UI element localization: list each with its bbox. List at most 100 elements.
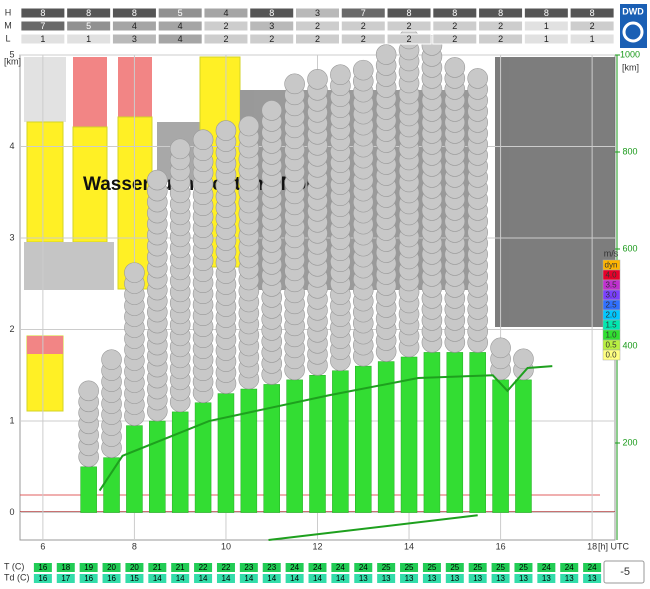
layer [27, 336, 63, 354]
surface-value: 22 [222, 563, 231, 572]
logo-swirl [622, 21, 644, 43]
surface-value: 25 [496, 563, 505, 572]
surface-value: 14 [153, 574, 162, 583]
cloud-cover-cell [340, 20, 386, 32]
y-tick-label: 2 [9, 324, 14, 334]
cloud-cover-value: 2 [361, 34, 366, 44]
cloud-cover-value: 1 [86, 34, 91, 44]
y-axis-label: [km] [4, 56, 21, 66]
surface-cell [102, 574, 121, 583]
cloud-cover-cell [432, 7, 478, 19]
surface-value: 17 [61, 574, 70, 583]
y-tick-label: 3 [9, 232, 14, 242]
surface-value: 19 [84, 563, 93, 572]
surface-cell [33, 563, 52, 572]
surface-value: 18 [61, 563, 70, 572]
surface-value: 13 [588, 574, 597, 583]
spinner-box[interactable] [603, 560, 645, 584]
surface-value: 24 [565, 563, 574, 572]
cloud-cover-cell [386, 7, 432, 19]
surface-cell [560, 574, 579, 583]
surface-value: 13 [427, 574, 436, 583]
y-tick-label: 5 [9, 49, 14, 59]
cloud-cover-value: 2 [590, 21, 595, 31]
cloud-cover-value: 8 [40, 8, 45, 18]
cloud-puff [307, 68, 328, 90]
cloud-cover-cell [249, 20, 295, 32]
surface-cell [171, 574, 190, 583]
legend-label: 0.5 [605, 341, 617, 350]
cloud-row-label: L [5, 33, 10, 43]
cloud-stack [238, 115, 260, 390]
cloud-puff [375, 44, 397, 65]
surface-cell [583, 563, 602, 572]
cloud-stack [124, 262, 145, 426]
surface-value: 21 [176, 563, 185, 572]
cloud-cover-value: 1 [40, 34, 45, 44]
thermal-bar [515, 379, 532, 513]
cloud-cover-value: 4 [132, 21, 137, 31]
surface-value: 14 [244, 574, 253, 583]
y-tick-label: 4 [9, 141, 14, 151]
cloud-stack [375, 44, 397, 362]
cloud-cover-cell [523, 7, 569, 19]
cloud-cover-value: 2 [223, 34, 228, 44]
spinner[interactable]: -5 [603, 560, 645, 584]
cloud-cover-cell [66, 7, 112, 19]
layer [495, 57, 615, 327]
x-tick-label: 6 [40, 541, 45, 551]
surface-cell [125, 563, 144, 572]
x-axis-label: [h] UTC [598, 541, 630, 551]
surface-value: 23 [267, 563, 276, 572]
cloud-stack [398, 28, 420, 358]
cloud-cover-cell [523, 33, 569, 45]
layer [73, 57, 107, 127]
surface-value: 23 [244, 563, 253, 572]
surface-value: 15 [130, 574, 139, 583]
cloud-cover-cell [340, 7, 386, 19]
legend-label: 2.5 [605, 301, 617, 310]
surface-cell [445, 563, 464, 572]
cloud-cover-cell [111, 20, 157, 32]
cloud-cover-cell [386, 20, 432, 32]
cloud-cover-value: 8 [590, 8, 595, 18]
surface-value: 14 [336, 574, 345, 583]
cloud-cover-cell [478, 20, 524, 32]
cloud-cover-cell [249, 33, 295, 45]
surface-value: 24 [336, 563, 345, 572]
surface-cell [194, 563, 213, 572]
cloud-stack [284, 73, 305, 381]
cloud-stack [330, 64, 351, 372]
surface-value: 13 [405, 574, 414, 583]
surface-value: 24 [313, 563, 322, 572]
surface-cell [239, 563, 258, 572]
thermal-bar [217, 393, 235, 513]
cloud-stack [352, 59, 374, 367]
cloud-puff [101, 349, 122, 370]
surface-cell [308, 574, 327, 583]
thermal-bar [240, 388, 258, 513]
legend-label: 0.0 [605, 351, 617, 360]
surface-value: 25 [405, 563, 414, 572]
y-tick-label: 1 [9, 415, 14, 425]
cloud-cover-value: 2 [223, 21, 228, 31]
cloud-stack [307, 68, 328, 376]
surface-value: 13 [359, 574, 368, 583]
cloud-puff [330, 64, 351, 86]
cloud-cover-cell [478, 33, 524, 45]
x-tick-label: 16 [496, 541, 506, 551]
cloud-cover-value: 2 [315, 21, 320, 31]
layer [24, 57, 66, 122]
thermal-bar [492, 379, 509, 513]
surface-cell [285, 574, 304, 583]
cloud-puff [352, 59, 374, 81]
surface-cell [262, 563, 281, 572]
spinner-value: -5 [620, 566, 630, 578]
cloud-cover-cell [432, 33, 478, 45]
surface-cell [377, 563, 396, 572]
cloud-cover-cell [432, 20, 478, 32]
cloud-puff [467, 68, 488, 89]
surface-value: 13 [382, 574, 391, 583]
x-tick-label: 10 [221, 541, 231, 551]
cloud-cover-value: 7 [40, 21, 45, 31]
